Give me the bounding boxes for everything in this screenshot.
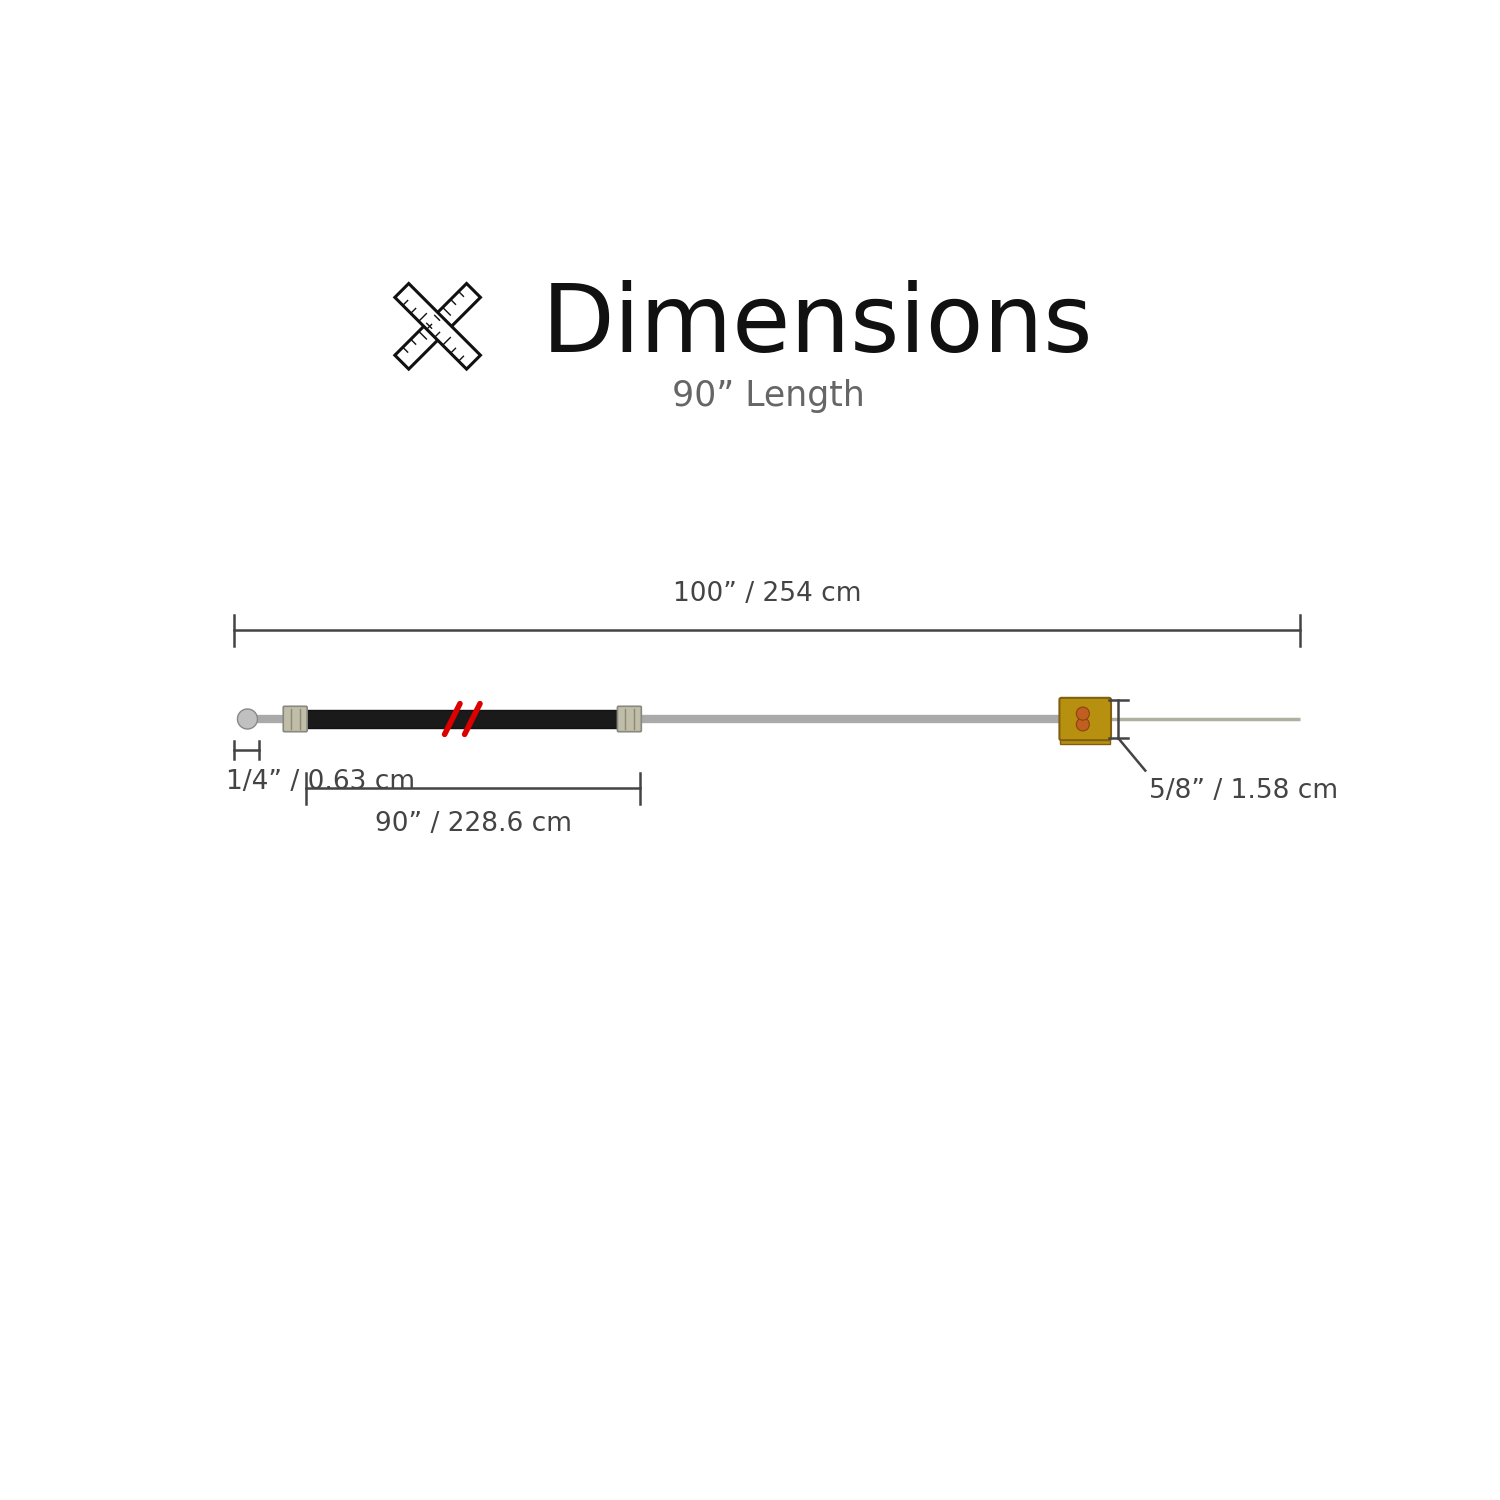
- Circle shape: [237, 710, 258, 729]
- Circle shape: [1077, 718, 1089, 730]
- FancyBboxPatch shape: [618, 706, 642, 732]
- Circle shape: [1077, 706, 1089, 720]
- Text: Dimensions: Dimensions: [542, 280, 1094, 372]
- FancyBboxPatch shape: [284, 706, 308, 732]
- Polygon shape: [394, 284, 480, 369]
- Text: 1/4” / 0.63 cm: 1/4” / 0.63 cm: [226, 770, 416, 795]
- FancyBboxPatch shape: [306, 710, 618, 728]
- Text: 100” / 254 cm: 100” / 254 cm: [672, 582, 861, 608]
- Text: 90” Length: 90” Length: [672, 378, 865, 412]
- FancyBboxPatch shape: [1059, 698, 1112, 740]
- FancyBboxPatch shape: [1060, 738, 1110, 744]
- Text: 5/8” / 1.58 cm: 5/8” / 1.58 cm: [1149, 778, 1338, 804]
- Text: 90” / 228.6 cm: 90” / 228.6 cm: [375, 812, 572, 837]
- Polygon shape: [394, 284, 480, 369]
